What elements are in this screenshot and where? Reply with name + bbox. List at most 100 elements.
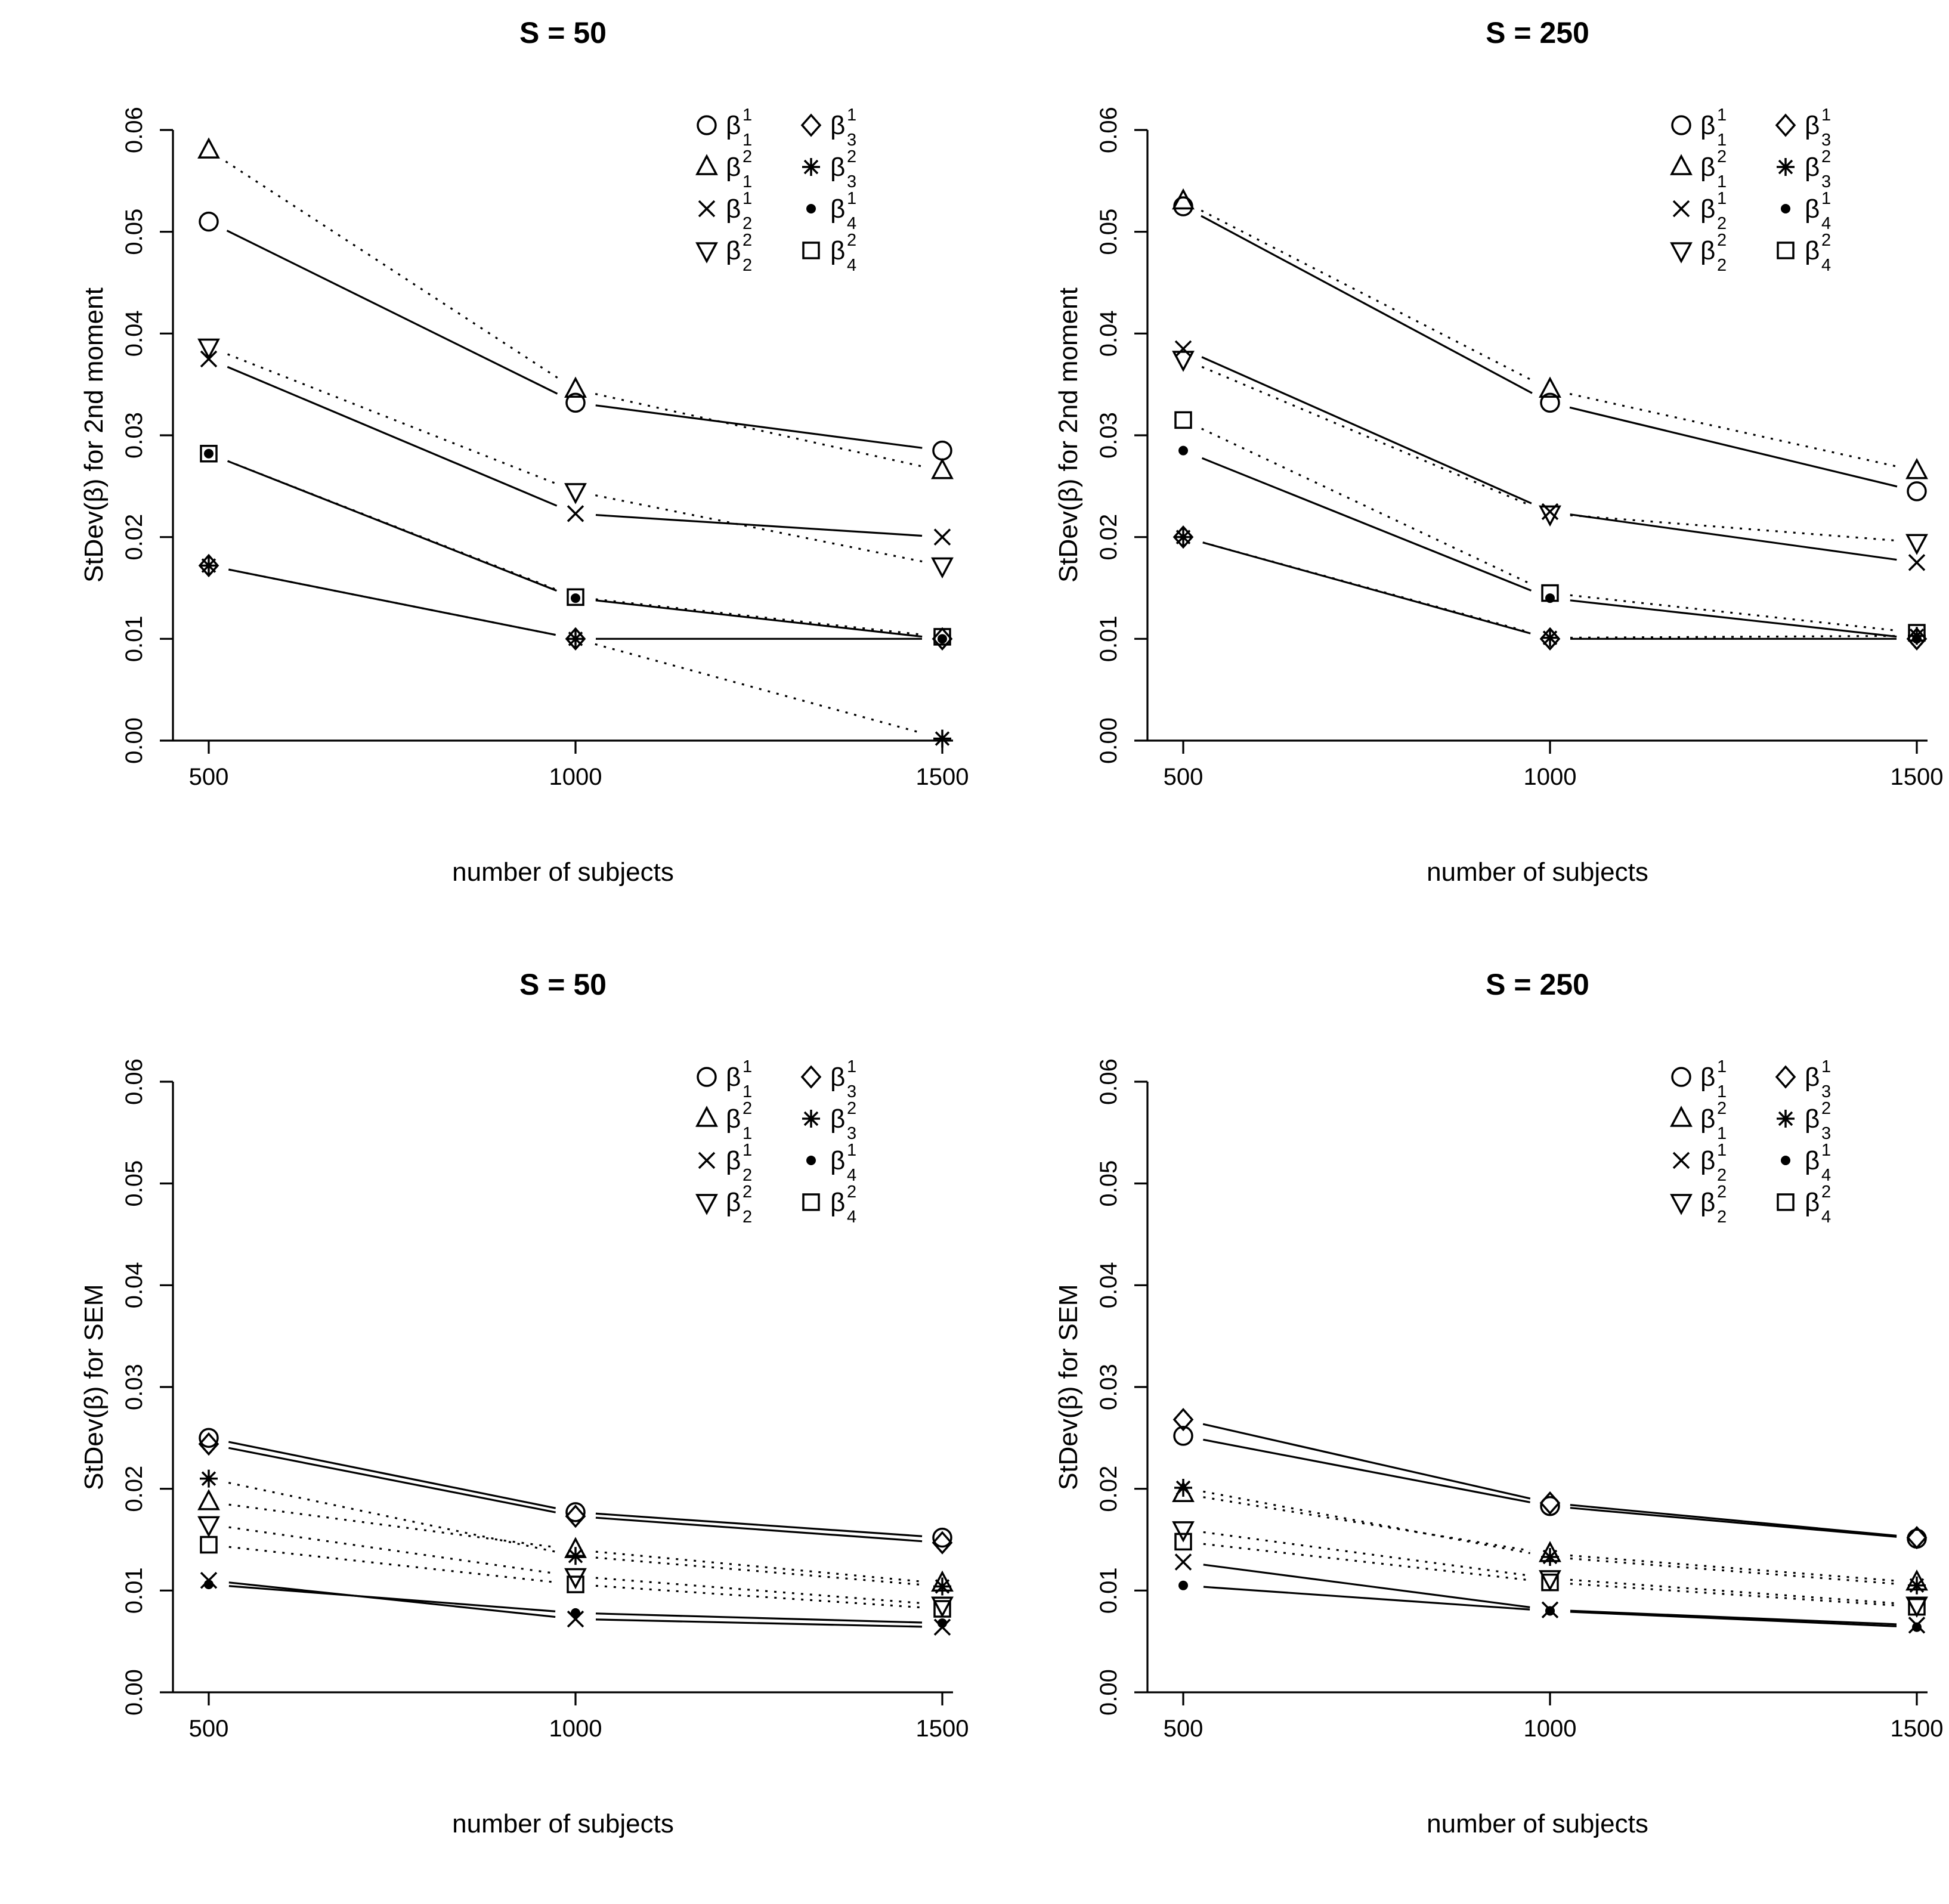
svg-text:β: β [1805,111,1820,140]
dot-marker-icon [1912,1622,1922,1632]
asterisk-marker-icon [200,1469,218,1488]
series-β_1^2 [1172,1481,1928,1591]
chart-quadrant-top-right: S = 250 StDev(β) for 2nd moment 0.00 0.01… [975,0,1949,952]
triangle-down-marker-icon [1539,1570,1561,1592]
svg-text:0.02: 0.02 [121,1466,147,1512]
series-β_4^1 [1178,445,1922,644]
svg-text:0.02: 0.02 [1096,514,1122,561]
series-β_1^1 [199,211,952,461]
svg-text:0.00: 0.00 [121,1669,147,1716]
svg-text:2: 2 [847,1099,856,1118]
triangle-down-marker-icon [1670,242,1693,264]
square-marker-icon [567,588,584,606]
triangle-down-marker-icon [1539,505,1561,527]
square-marker-icon [567,1575,584,1593]
x-tick-labels: 500 1000 1500 [189,741,969,790]
svg-text:3: 3 [1821,1124,1831,1143]
asterisk-marker-icon [1174,528,1192,546]
triangle-down-marker-icon [1172,351,1195,372]
y-tick-labels: 0.00 0.01 0.02 0.03 0.04 0.05 0.06 [121,1058,173,1716]
chart-plot-area: 0.00 0.01 0.02 0.03 0.04 0.05 0.06 500 1000 1500 β… [1096,1057,1943,1742]
triangle-down-marker-icon [1905,534,1928,555]
svg-text:2: 2 [847,147,856,166]
chart-plot-area: 0.00 0.01 0.02 0.03 0.04 0.05 0.06 500 1000 1500 β… [121,106,969,790]
svg-text:β: β [830,153,845,182]
svg-text:2: 2 [1717,214,1727,233]
triangle-up-marker-icon [931,458,954,479]
svg-text:1: 1 [1821,1141,1831,1160]
x-marker-icon [933,528,951,546]
page-title: S = 250 [1486,16,1589,49]
svg-text:β: β [726,111,741,140]
svg-text:1: 1 [1717,172,1727,191]
y-tick-labels: 0.00 0.01 0.02 0.03 0.04 0.05 0.06 [1096,107,1147,764]
asterisk-marker-icon [1908,1576,1926,1595]
svg-text:0.06: 0.06 [1096,107,1122,153]
legend: β 11β 21β 12β 22β 13β 23β 14β 24 [1670,1057,1831,1227]
triangle-down-marker-icon [695,242,718,264]
svg-text:1: 1 [743,131,752,150]
x-axis-label: number of subjects [452,1809,674,1838]
series-β_3^1 [198,1432,953,1555]
circle-marker-icon [1173,1426,1193,1446]
square-marker-icon [200,1535,218,1554]
x-marker-icon [1672,1151,1690,1169]
svg-text:0.03: 0.03 [121,412,147,459]
svg-text:0.01: 0.01 [121,1567,147,1614]
svg-text:4: 4 [1821,214,1831,233]
x-axis-label: number of subjects [452,857,674,887]
series-β_2^2 [197,1516,954,1618]
series-β_1^2 [1172,188,1928,479]
svg-text:2: 2 [1717,147,1727,166]
svg-text:2: 2 [743,231,752,250]
svg-text:1: 1 [1717,189,1727,208]
series-β_4^1 [204,1580,947,1628]
x-marker-icon [567,1610,584,1628]
series-β_4^2 [1174,1533,1926,1616]
svg-text:0.00: 0.00 [1096,1669,1122,1716]
svg-text:1: 1 [743,189,752,208]
svg-text:500: 500 [189,1716,229,1742]
svg-text:3: 3 [1821,131,1831,150]
svg-text:β: β [1700,1146,1715,1175]
x-tick-labels: 500 1000 1500 [1164,1692,1943,1742]
svg-text:2: 2 [1717,1166,1727,1185]
x-marker-icon [698,1151,716,1169]
dot-marker-icon [1781,1156,1790,1165]
svg-text:1: 1 [1717,106,1727,125]
dot-marker-icon [1912,634,1922,644]
dot-marker-icon [571,593,580,603]
svg-text:0.05: 0.05 [121,1160,147,1207]
svg-text:1000: 1000 [1524,764,1577,790]
diamond-marker-icon [932,627,953,651]
svg-text:2: 2 [1717,256,1727,275]
page-title: S = 50 [519,16,607,49]
svg-text:0.02: 0.02 [121,514,147,561]
svg-text:1: 1 [743,1141,752,1160]
svg-text:1: 1 [1717,1124,1727,1143]
svg-text:0.01: 0.01 [121,615,147,662]
svg-text:4: 4 [847,256,856,275]
svg-text:1: 1 [743,1057,752,1076]
asterisk-marker-icon [933,1577,951,1596]
svg-text:4: 4 [1821,1208,1831,1227]
chart-quadrant-bottom-left: S = 50 StDev(β) for SEM 0.00 0.01 0.02 0.03… [0,952,975,1903]
diamond-marker-icon [1906,1525,1928,1550]
asterisk-marker-icon [1777,1110,1795,1128]
svg-text:1500: 1500 [1891,764,1944,790]
svg-text:1500: 1500 [916,1716,969,1742]
circle-marker-icon [697,1067,717,1087]
svg-text:1000: 1000 [1524,1716,1577,1742]
series-β_1^1 [1173,1426,1927,1549]
triangle-up-marker-icon [564,376,587,398]
circle-marker-icon [697,115,717,135]
svg-text:2: 2 [1821,147,1831,166]
diamond-marker-icon [565,627,586,651]
dot-marker-icon [204,448,214,459]
svg-text:500: 500 [189,764,229,790]
diamond-marker-icon [1539,1491,1561,1515]
svg-text:4: 4 [847,214,856,233]
svg-text:3: 3 [1821,172,1831,191]
svg-text:3: 3 [847,172,856,191]
dot-marker-icon [1545,1606,1555,1616]
